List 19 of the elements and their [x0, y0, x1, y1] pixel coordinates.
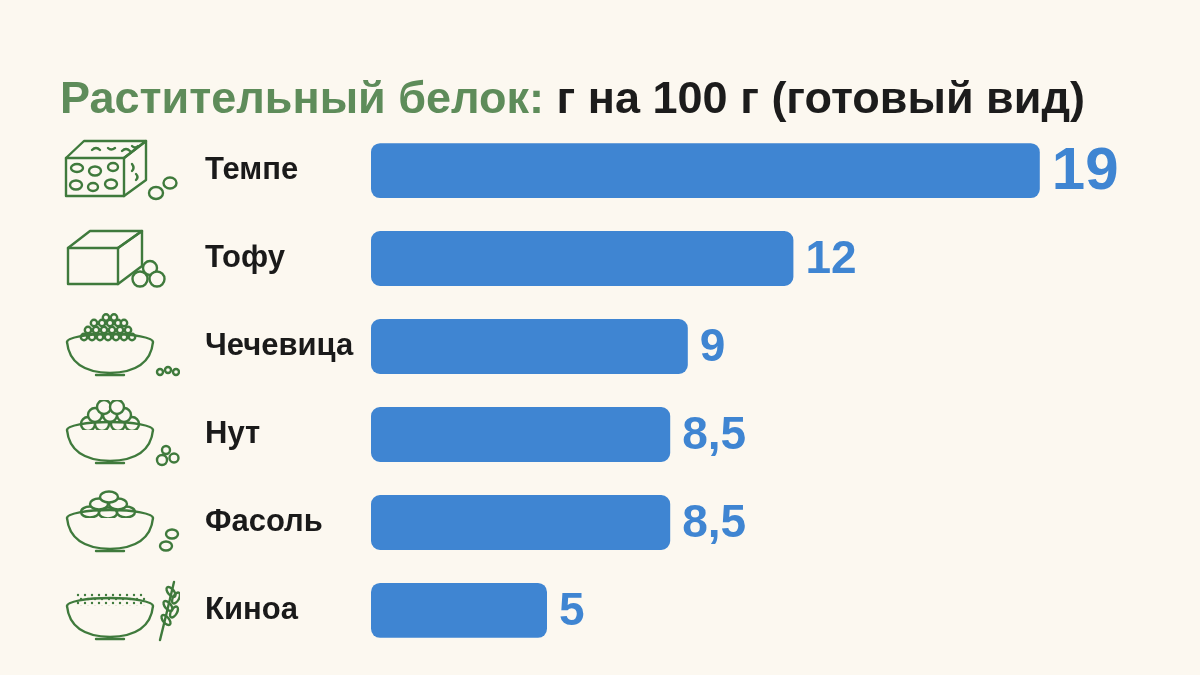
bar — [371, 495, 671, 550]
y-tick-label: Киноа — [205, 590, 299, 626]
bar — [371, 407, 671, 462]
bar — [371, 319, 688, 374]
data-label: 8,5 — [682, 407, 747, 460]
data-label: 19 — [1051, 135, 1119, 203]
y-tick-label: Чечевица — [205, 327, 355, 363]
data-label: 5 — [559, 583, 585, 636]
y-tick-label: Тофу — [205, 239, 286, 275]
chart-title: Растительный белок: г на 100 г (готовый вид) — [60, 72, 1085, 123]
data-label: 12 — [805, 231, 857, 284]
y-tick-label: Нут — [205, 415, 261, 451]
bar — [371, 582, 547, 638]
bar — [371, 231, 794, 286]
y-tick-label: Темпе — [205, 151, 299, 187]
y-tick-label: Фасоль — [205, 503, 323, 538]
bar — [371, 143, 1040, 199]
data-label: 8,5 — [682, 495, 747, 548]
data-label: 9 — [699, 319, 726, 372]
